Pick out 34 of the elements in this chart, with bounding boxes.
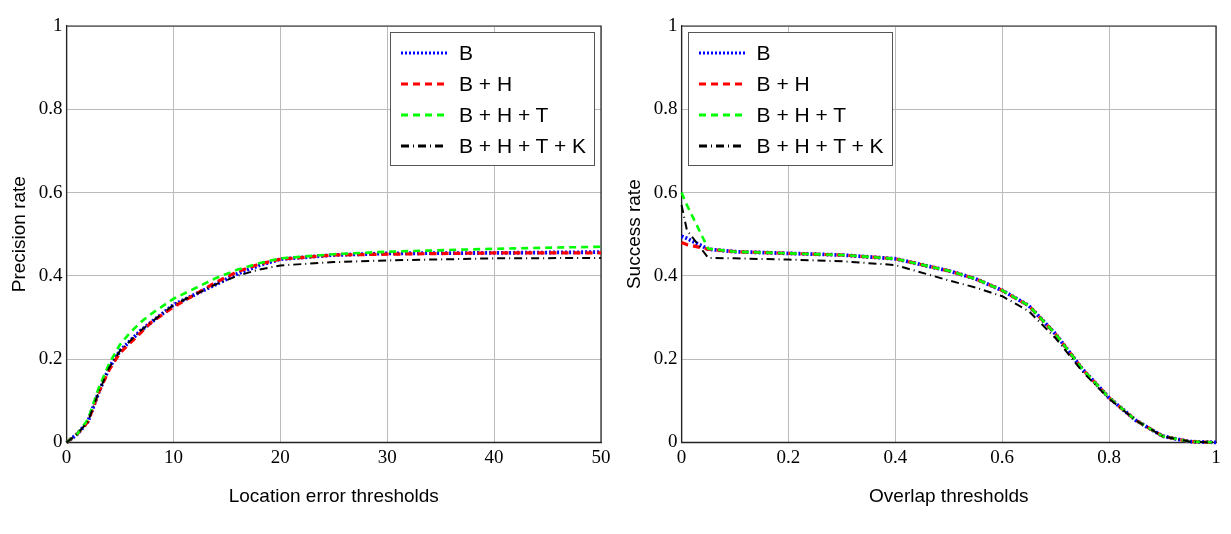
x-axis-title: Overlap thresholds (869, 484, 1029, 506)
x-tick-label: 50 (591, 445, 611, 467)
x-tick-label: 10 (163, 445, 183, 467)
y-tick-label: 0.2 (38, 347, 63, 369)
y-tick-label: 0.8 (38, 97, 63, 119)
legend-label: B (755, 40, 772, 65)
x-tick-label: 0.4 (883, 445, 908, 467)
x-axis-title: Location error thresholds (228, 484, 439, 506)
legend-label: B (457, 40, 474, 65)
y-axis-title: Success rate (622, 179, 644, 290)
x-tick-label: 1 (1211, 445, 1221, 467)
y-tick-label: 0.4 (38, 263, 64, 285)
y-tick-label: 0.8 (653, 97, 678, 119)
y-tick-label: 0.4 (653, 263, 679, 285)
y-tick-label: 1 (668, 13, 678, 35)
x-tick-label: 0.6 (990, 445, 1015, 467)
y-tick-label: 0.6 (653, 180, 678, 202)
x-tick-label: 0.8 (1097, 445, 1121, 467)
legend-label: B + H + T (755, 102, 848, 127)
y-tick-label: 0.6 (38, 180, 63, 202)
x-tick-label: 20 (270, 445, 290, 467)
y-tick-label: 0 (668, 430, 678, 452)
y-tick-label: 1 (53, 13, 63, 35)
y-axis-title: Precision rate (7, 176, 29, 293)
legend-label: B + H (755, 71, 811, 96)
legend-label: B + H + T + K (457, 133, 586, 158)
y-tick-label: 0.2 (653, 347, 678, 369)
x-tick-label: 40 (484, 445, 504, 467)
legend-label: B + H + T + K (755, 133, 884, 158)
legend-label: B + H (457, 71, 514, 96)
legend-label: B + H + T (457, 102, 550, 127)
x-tick-label: 0.2 (776, 445, 801, 467)
y-tick-label: 0 (53, 430, 63, 452)
x-tick-label: 30 (377, 445, 397, 467)
